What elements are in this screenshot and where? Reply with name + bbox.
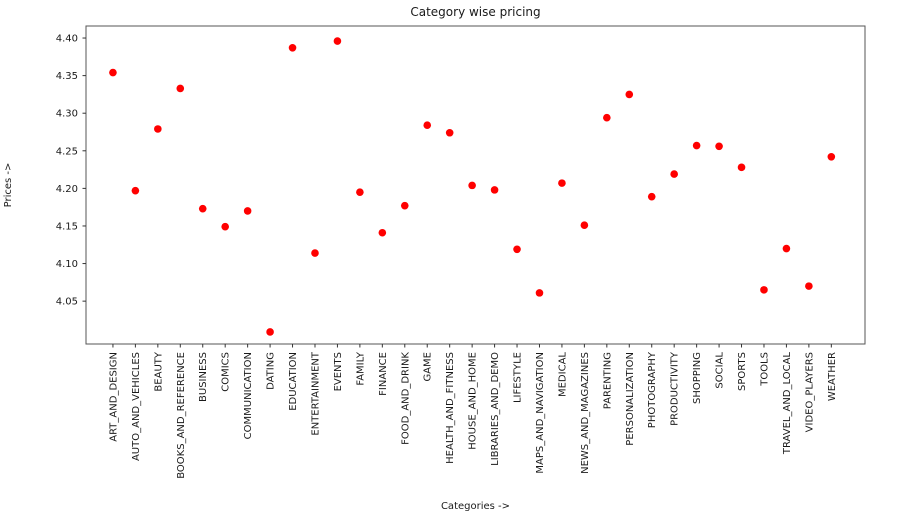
x-tick-label: LIFESTYLE: [513, 352, 524, 403]
x-tick-label: BOOKS_AND_REFERENCE: [176, 352, 187, 479]
y-tick-label: 4.30: [56, 109, 78, 120]
x-tick-label: ART_AND_DESIGN: [108, 352, 119, 442]
x-tick-label: COMICS: [221, 352, 232, 392]
scatter-point: [647, 192, 656, 201]
scatter-point: [692, 141, 701, 150]
scatter-point: [468, 181, 476, 190]
x-tick-label: DATING: [266, 352, 277, 390]
y-axis-label: Prices ->: [3, 162, 14, 208]
scatter-point: [400, 201, 409, 210]
scatter-point: [176, 84, 185, 93]
scatter-point: [198, 204, 207, 213]
scatter-point: [311, 249, 319, 257]
x-tick-label: TOOLS: [759, 352, 770, 387]
scatter-point: [243, 207, 252, 215]
scatter-point: [760, 286, 768, 294]
scatter-point: [288, 44, 297, 52]
y-tick-label: 4.35: [56, 71, 78, 82]
x-tick-label: BUSINESS: [198, 352, 209, 402]
x-tick-label: TRAVEL_AND_LOCAL: [782, 352, 793, 456]
y-tick-label: 4.20: [56, 184, 78, 195]
scatter-point: [782, 244, 791, 253]
scatter-point: [445, 128, 454, 137]
x-tick-label: COMMUNICATION: [243, 352, 254, 439]
scatter-point: [580, 221, 589, 230]
x-tick-label: FINANCE: [378, 352, 389, 396]
scatter-point: [333, 37, 342, 45]
scatter-point: [109, 68, 117, 77]
scatter-point: [670, 170, 678, 178]
x-tick-label: MEDICAL: [557, 352, 568, 397]
x-tick-label: NEWS_AND_MAGAZINES: [580, 352, 591, 474]
x-tick-label: PARENTING: [602, 352, 613, 409]
scatter-point: [356, 188, 364, 196]
y-tick-label: 4.15: [56, 221, 78, 232]
scatter-point: [535, 289, 544, 297]
x-tick-label: GAME: [423, 352, 434, 382]
x-tick-label: FOOD_AND_DRINK: [400, 352, 411, 445]
x-tick-label: ENTERTAINMENT: [310, 351, 321, 435]
x-tick-label: BEAUTY: [153, 351, 164, 391]
scatter-point: [603, 113, 611, 122]
x-tick-label: EDUCATION: [288, 352, 299, 411]
plot-border: [85, 25, 866, 345]
x-tick-label: HEALTH_AND_FITNESS: [445, 352, 456, 464]
x-tick-label: FAMILY: [355, 351, 366, 385]
y-tick-label: 4.10: [56, 259, 78, 270]
chart-title: Category wise pricing: [410, 5, 541, 19]
x-axis-label: Categories ->: [440, 501, 511, 512]
x-tick-label: MAPS_AND_NAVIGATION: [535, 352, 546, 474]
x-tick-label: EVENTS: [333, 352, 344, 391]
scatter-point: [625, 90, 634, 99]
scatter-point: [513, 245, 521, 254]
y-tick-label: 4.05: [56, 297, 78, 308]
x-tick-label: AUTO_AND_VEHICLES: [131, 352, 142, 461]
x-tick-label: PRODUCTIVITY: [670, 351, 681, 426]
x-tick-label: LIBRARIES_AND_DEMO: [490, 352, 501, 466]
scatter-point: [737, 163, 746, 172]
scatter-point: [715, 142, 723, 151]
scatter-point: [827, 153, 836, 161]
y-tick-label: 4.25: [56, 146, 78, 157]
scatter-point: [558, 179, 566, 187]
scatter-point: [131, 186, 140, 195]
scatter-point: [423, 121, 432, 130]
scatter-point: [221, 222, 229, 231]
x-tick-label: VIDEO_PLAYERS: [804, 352, 815, 432]
scatter-point: [805, 282, 813, 290]
x-tick-label: SOCIAL: [715, 352, 726, 389]
x-tick-label: PERSONALIZATION: [625, 352, 636, 446]
scatter-point: [266, 328, 274, 336]
y-tick-label: 4.40: [56, 34, 78, 45]
x-tick-label: SPORTS: [737, 352, 748, 391]
x-tick-label: SHOPPING: [692, 352, 703, 404]
scatter-point: [490, 186, 499, 194]
scatter-point: [154, 125, 162, 133]
x-tick-label: WEATHER: [827, 352, 838, 401]
x-tick-label: HOUSE_AND_HOME: [468, 352, 479, 450]
scatter-point: [378, 228, 387, 237]
x-tick-label: PHOTOGRAPHY: [647, 351, 658, 428]
